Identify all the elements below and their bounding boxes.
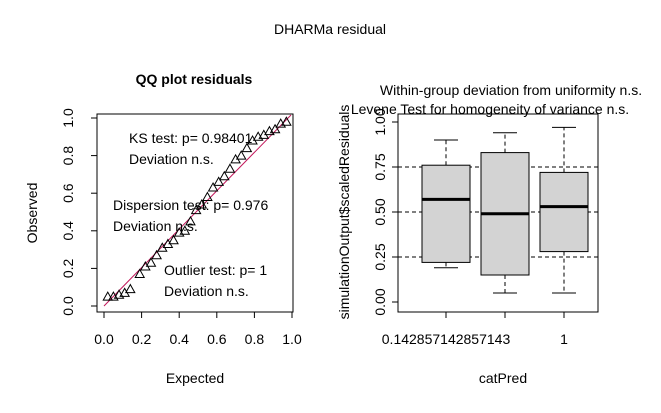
qq-x-axis-label: Expected <box>166 370 224 386</box>
boxplot-boxes <box>421 126 589 294</box>
qq-points <box>102 116 292 301</box>
boxplot-y-axis-label: simulationOutput$scaledResiduals <box>336 105 352 320</box>
qq-point <box>202 191 213 201</box>
qq-point <box>252 131 264 141</box>
boxplot-box <box>421 164 471 263</box>
boxplot-x-tick-label: 1 <box>560 331 568 347</box>
boxplot-box <box>539 171 589 253</box>
qq-point <box>102 291 114 301</box>
boxplot-y-tick-label: 0.25 <box>372 243 388 270</box>
qq-y-tick-label: 0.4 <box>60 221 76 241</box>
qq-point <box>213 176 225 186</box>
qq-x-tick-label: 0.4 <box>169 331 189 347</box>
figure-title: DHARMa residual <box>274 21 386 37</box>
qq-y-tick-label: 0.2 <box>60 258 76 278</box>
qq-point <box>235 150 247 160</box>
qq-x-tick-label: 0.6 <box>207 331 227 347</box>
qq-y-axis: 0.0 0.2 0.4 0.6 0.8 1.0 <box>60 108 98 316</box>
boxplot-x-tick-label: 0.142857142857143 <box>382 331 511 347</box>
ks-test-deviation: Deviation n.s. <box>129 151 214 167</box>
boxplot-title-line-2: Levene Test for homogeneity of variance … <box>351 101 629 117</box>
boxplot-y-tick-label: 0.75 <box>372 153 388 180</box>
boxplot-x-axis: 0.142857142857143 1 <box>382 311 568 347</box>
qq-point <box>185 215 196 226</box>
outlier-test-label: Outlier test: p= 1 <box>164 262 267 278</box>
qq-point <box>151 249 162 260</box>
qq-point <box>145 257 157 267</box>
qq-y-axis-label: Observed <box>24 183 40 244</box>
qq-point <box>218 170 230 181</box>
qq-reference-line <box>103 114 292 307</box>
qq-x-tick-label: 0.8 <box>245 331 265 347</box>
qq-point <box>124 283 136 294</box>
qq-point <box>168 234 179 245</box>
boxplot-y-tick-label: 0.00 <box>372 288 388 315</box>
boxplot-y-tick-label: 0.50 <box>372 198 388 225</box>
qq-point <box>269 123 281 134</box>
outlier-test-deviation: Deviation n.s. <box>164 283 249 299</box>
qq-point <box>179 225 191 235</box>
qq-plot-panel: QQ plot residuals 0.0 0.2 0.4 0.6 0.8 1.0 0.0… <box>24 71 302 386</box>
qq-x-tick-label: 1.0 <box>282 331 302 347</box>
qq-plot-title: QQ plot residuals <box>136 71 253 87</box>
boxplot-x-axis-label: catPred <box>479 370 527 386</box>
qq-y-tick-label: 0.8 <box>60 146 76 166</box>
boxplot-y-tick-label: 1.00 <box>372 108 388 135</box>
qq-point <box>134 268 146 279</box>
qq-point <box>190 204 202 215</box>
qq-y-tick-label: 0.6 <box>60 183 76 203</box>
boxplot-y-axis: 0.00 0.25 0.50 0.75 1.00 <box>372 108 399 316</box>
qq-point <box>196 198 208 209</box>
ks-test-label: KS test: p= 0.98401 <box>129 130 253 146</box>
qq-y-tick-label: 1.0 <box>60 108 76 128</box>
qq-point <box>241 142 253 153</box>
qq-x-tick-label: 0.0 <box>94 331 114 347</box>
qq-point <box>224 163 236 173</box>
qq-point <box>207 182 219 192</box>
qq-x-tick-label: 0.2 <box>132 331 152 347</box>
qq-y-tick-label: 0.0 <box>60 296 76 316</box>
boxplot-panel: Within-group deviation from uniformity n… <box>336 82 642 386</box>
qq-x-axis: 0.0 0.2 0.4 0.6 0.8 1.0 <box>94 311 302 347</box>
dispersion-test-deviation: Deviation n.s. <box>113 218 198 234</box>
qq-point <box>281 116 292 126</box>
dispersion-test-label: Dispersion test: p= 0.976 <box>113 197 268 213</box>
boxplot-title-line-1: Within-group deviation from uniformity n… <box>380 82 642 98</box>
